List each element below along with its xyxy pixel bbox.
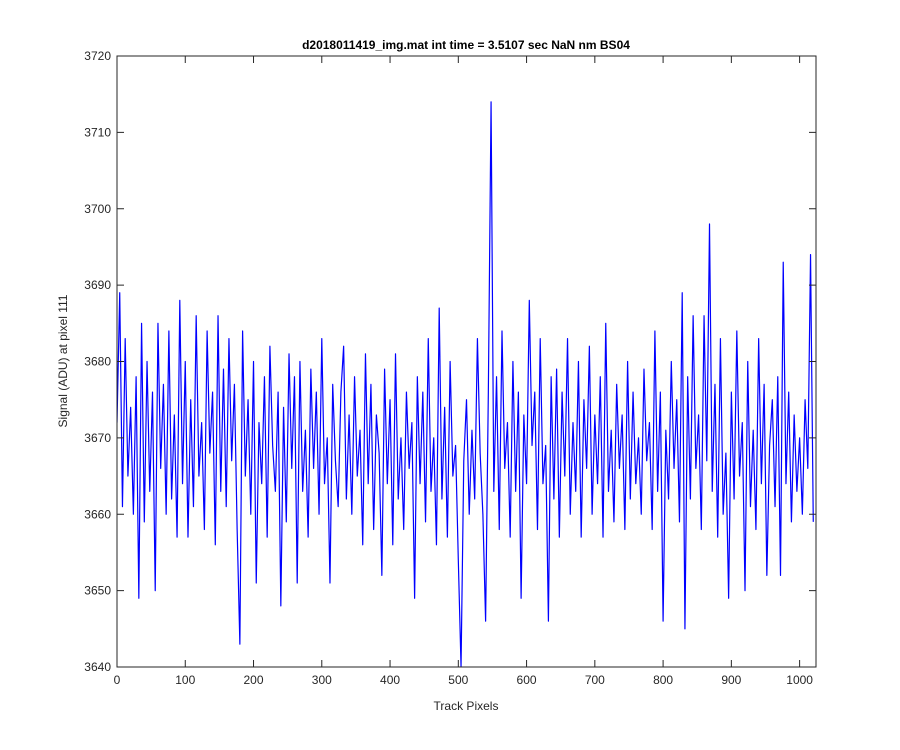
chart-title: d2018011419_img.mat int time = 3.5107 se… — [302, 38, 630, 52]
x-tick-label: 300 — [312, 673, 332, 687]
y-tick-label: 3700 — [84, 202, 111, 216]
y-tick-label: 3720 — [84, 49, 111, 63]
plot-area — [117, 56, 816, 667]
x-tick-label: 0 — [114, 673, 121, 687]
x-tick-label: 400 — [380, 673, 400, 687]
y-tick-label: 3690 — [84, 278, 111, 292]
axes-box — [116, 55, 817, 668]
y-tick-label: 3660 — [84, 507, 111, 521]
y-axis-label: Signal (ADU) at pixel 111 — [56, 294, 70, 427]
y-tick-label: 3670 — [84, 431, 111, 445]
data-line — [117, 101, 814, 667]
x-tick-label: 600 — [517, 673, 537, 687]
x-tick-label: 100 — [175, 673, 195, 687]
x-tick-label: 800 — [653, 673, 673, 687]
x-tick-label: 200 — [244, 673, 264, 687]
x-tick-label: 700 — [585, 673, 605, 687]
y-tick-label: 3650 — [84, 584, 111, 598]
x-tick-label: 1000 — [786, 673, 813, 687]
y-tick-label: 3640 — [84, 660, 111, 674]
y-tick-label: 3680 — [84, 355, 111, 369]
x-tick-label: 500 — [448, 673, 468, 687]
x-tick-label: 900 — [721, 673, 741, 687]
y-tick-label: 3710 — [84, 125, 111, 139]
x-axis-label: Track Pixels — [434, 699, 499, 713]
